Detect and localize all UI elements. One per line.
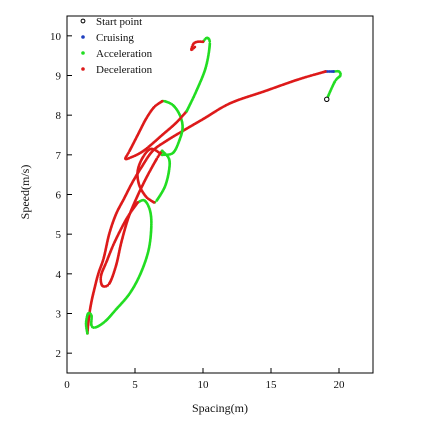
legend-marker-deceleration xyxy=(81,67,85,71)
y-tick-label: 4 xyxy=(56,269,62,281)
x-tick-label: 10 xyxy=(198,379,210,391)
legend-marker-start-point xyxy=(80,18,86,24)
trajectory-point xyxy=(193,45,197,49)
trajectory-segment-acceleration xyxy=(152,149,172,204)
legend-marker-cruising xyxy=(81,35,85,39)
trajectory-segment-acceleration xyxy=(160,99,184,157)
y-tick-label: 9 xyxy=(56,71,62,83)
y-tick-label: 6 xyxy=(56,190,62,202)
y-tick-label: 10 xyxy=(50,31,62,43)
start-point-marker xyxy=(324,96,330,103)
trajectory-segment-acceleration xyxy=(325,69,342,101)
trajectory-point xyxy=(208,42,212,46)
y-tick-label: 8 xyxy=(56,110,62,122)
legend-label-cruising: Cruising xyxy=(96,32,134,44)
trajectory-segment-deceleration xyxy=(136,147,164,204)
trajectory-segment-deceleration xyxy=(124,99,189,161)
trajectory-point xyxy=(155,199,159,202)
x-axis-label: Spacing(m) xyxy=(192,401,248,415)
y-tick-label: 3 xyxy=(56,309,62,321)
x-tick-label: 5 xyxy=(132,379,138,391)
y-axis-label: Speed(m/s) xyxy=(18,165,32,220)
legend-marker-acceleration xyxy=(81,51,85,55)
y-tick-label: 7 xyxy=(56,150,62,162)
legend-label-acceleration: Acceleration xyxy=(96,48,153,60)
trajectory-segment-deceleration xyxy=(86,70,327,335)
x-tick-label: 15 xyxy=(266,379,278,391)
legend: Start point Cruising Acceleration Decele… xyxy=(80,16,153,76)
x-tick-label: 20 xyxy=(334,379,346,391)
y-tick-label: 2 xyxy=(56,348,62,360)
trajectory-segment-deceleration xyxy=(99,149,164,288)
trajectory-segment-acceleration xyxy=(84,198,153,335)
legend-label-deceleration: Deceleration xyxy=(96,64,153,76)
trajectory-points xyxy=(84,36,342,335)
trajectory-segment-deceleration xyxy=(190,40,205,52)
x-tick-label: 0 xyxy=(64,379,70,391)
axis-ticks: 0 5 10 15 20 2 3 4 5 6 7 8 9 10 xyxy=(50,31,345,391)
legend-label-start-point: Start point xyxy=(96,16,142,28)
trajectory-segment-acceleration xyxy=(185,36,212,113)
y-tick-label: 5 xyxy=(56,229,62,241)
